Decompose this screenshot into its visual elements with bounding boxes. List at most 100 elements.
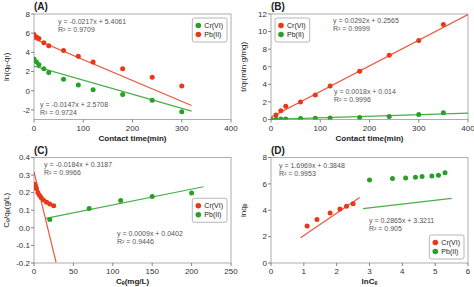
legend-marker [433,249,439,255]
x-tick [231,120,232,123]
scatter-point [390,176,395,181]
scatter-point [443,170,448,175]
x-tick [468,120,469,123]
scatter-point [278,108,283,113]
legend-label: Pb(II) [287,31,304,39]
x-tick [271,263,272,266]
fit-line [363,198,452,208]
equation-annotation: y = -0.0147x + 2.5708 [40,101,108,109]
equation-annotation: y = 0.0009x + 0.0402 [117,230,183,238]
legend-marker [196,32,202,38]
y-tick-label: 0 [263,115,268,124]
y-tick-label: 8 [26,10,31,19]
y-tick-label: 0 [263,259,268,268]
y-tick-label: 0.2 [19,188,31,197]
x-tick-label: 1 [302,267,307,276]
x-tick [73,263,74,266]
panel: (D)012345602468lnCₑlnqₑy = 1.6969x + 0.3… [239,145,471,287]
scatter-point [46,70,51,75]
legend-box [275,18,310,42]
scatter-point [420,174,425,179]
y-tick-label: 4 [26,48,31,57]
y-tick [268,119,271,120]
scatter-point [189,191,194,196]
panel: (C)050100150200250-0.2-0.10.00.10.20.30.… [2,145,238,287]
y-tick [268,84,271,85]
scatter-point [337,206,342,211]
y-tick [268,101,271,102]
scatter-point [441,110,446,115]
equation-annotation: R² = 0.9709 [58,26,95,33]
y-tick-label: 0.1 [19,206,31,215]
legend-label: Pb(II) [441,248,458,256]
legend-label: Pb(II) [204,211,221,219]
x-tick-label: 150 [146,267,160,276]
scatter-point [436,173,441,178]
x-axis-label: Contact time(min) [336,134,404,143]
x-tick [435,263,436,266]
scatter-point [271,117,274,120]
scatter-point [283,116,288,119]
y-tick-label: 8 [263,45,268,54]
legend: Cr(VI)Pb(II) [192,18,227,42]
equation-annotation: R² = 0.9724 [40,109,77,116]
scatter-point [46,43,51,48]
x-tick-label: 250 [224,267,238,276]
y-tick-label: 4 [263,206,268,215]
plot-data [34,32,192,114]
scatter-point [120,66,125,71]
y-tick-label: 0 [26,87,31,96]
legend-label: Cr(VI) [204,202,223,210]
x-tick-label: 0 [269,124,274,133]
legend-marker [196,23,202,29]
equation-annotation: y = -0.0184x + 0.3187 [44,161,112,169]
x-tick [271,120,272,123]
x-tick-label: 200 [185,267,199,276]
equation-annotation: R² = 0.9999 [333,25,370,32]
y-tick [268,263,271,264]
y-tick-label: -0.1 [16,241,30,250]
fit-line [301,198,360,238]
legend-marker [196,203,202,209]
x-tick-label: 0 [32,267,37,276]
scatter-point [314,217,319,222]
legend-label: Cr(VI) [287,22,306,30]
equation-annotation: y = 0.0292x + 0.2565 [333,17,399,25]
y-tick [31,157,34,158]
legend-marker [278,23,284,29]
x-tick-label: 0 [269,267,274,276]
x-tick-label: 400 [461,124,474,133]
scatter-point [150,194,155,199]
x-tick [152,263,153,266]
scatter-point [441,22,446,27]
y-tick-label: 2 [26,67,31,76]
y-tick-label: 8 [263,153,268,162]
scatter-point [120,92,125,97]
scatter-point [387,114,392,119]
scatter-point [76,54,81,59]
equation-annotation: R² = 0.9446 [117,238,154,245]
y-tick [31,210,34,211]
x-tick [181,120,182,123]
x-axis-label: Cₑ(mg/L) [116,277,150,286]
y-tick [31,52,34,53]
y-tick [268,14,271,15]
plot-data [301,170,452,238]
x-tick [34,263,35,266]
y-tick [31,263,34,264]
scatter-point [87,206,92,211]
y-tick [268,210,271,211]
equation-annotation: R² = 0.9953 [279,170,316,177]
legend-box [192,18,227,42]
scatter-point [328,210,333,215]
panel: (B)0100200300400024681012Contact time(mi… [239,1,474,143]
scatter-point [91,59,96,64]
equation-annotation: y = 0.2865x + 3.3211 [369,217,434,225]
y-tick-label: 0.4 [19,153,31,162]
y-axis-label: t/qₜ(min·g/mg) [239,41,248,91]
scatter-point [41,66,46,71]
scatter-point [179,83,184,88]
legend-marker [278,32,284,38]
scatter-point [283,104,288,109]
x-tick-label: 100 [314,124,328,133]
